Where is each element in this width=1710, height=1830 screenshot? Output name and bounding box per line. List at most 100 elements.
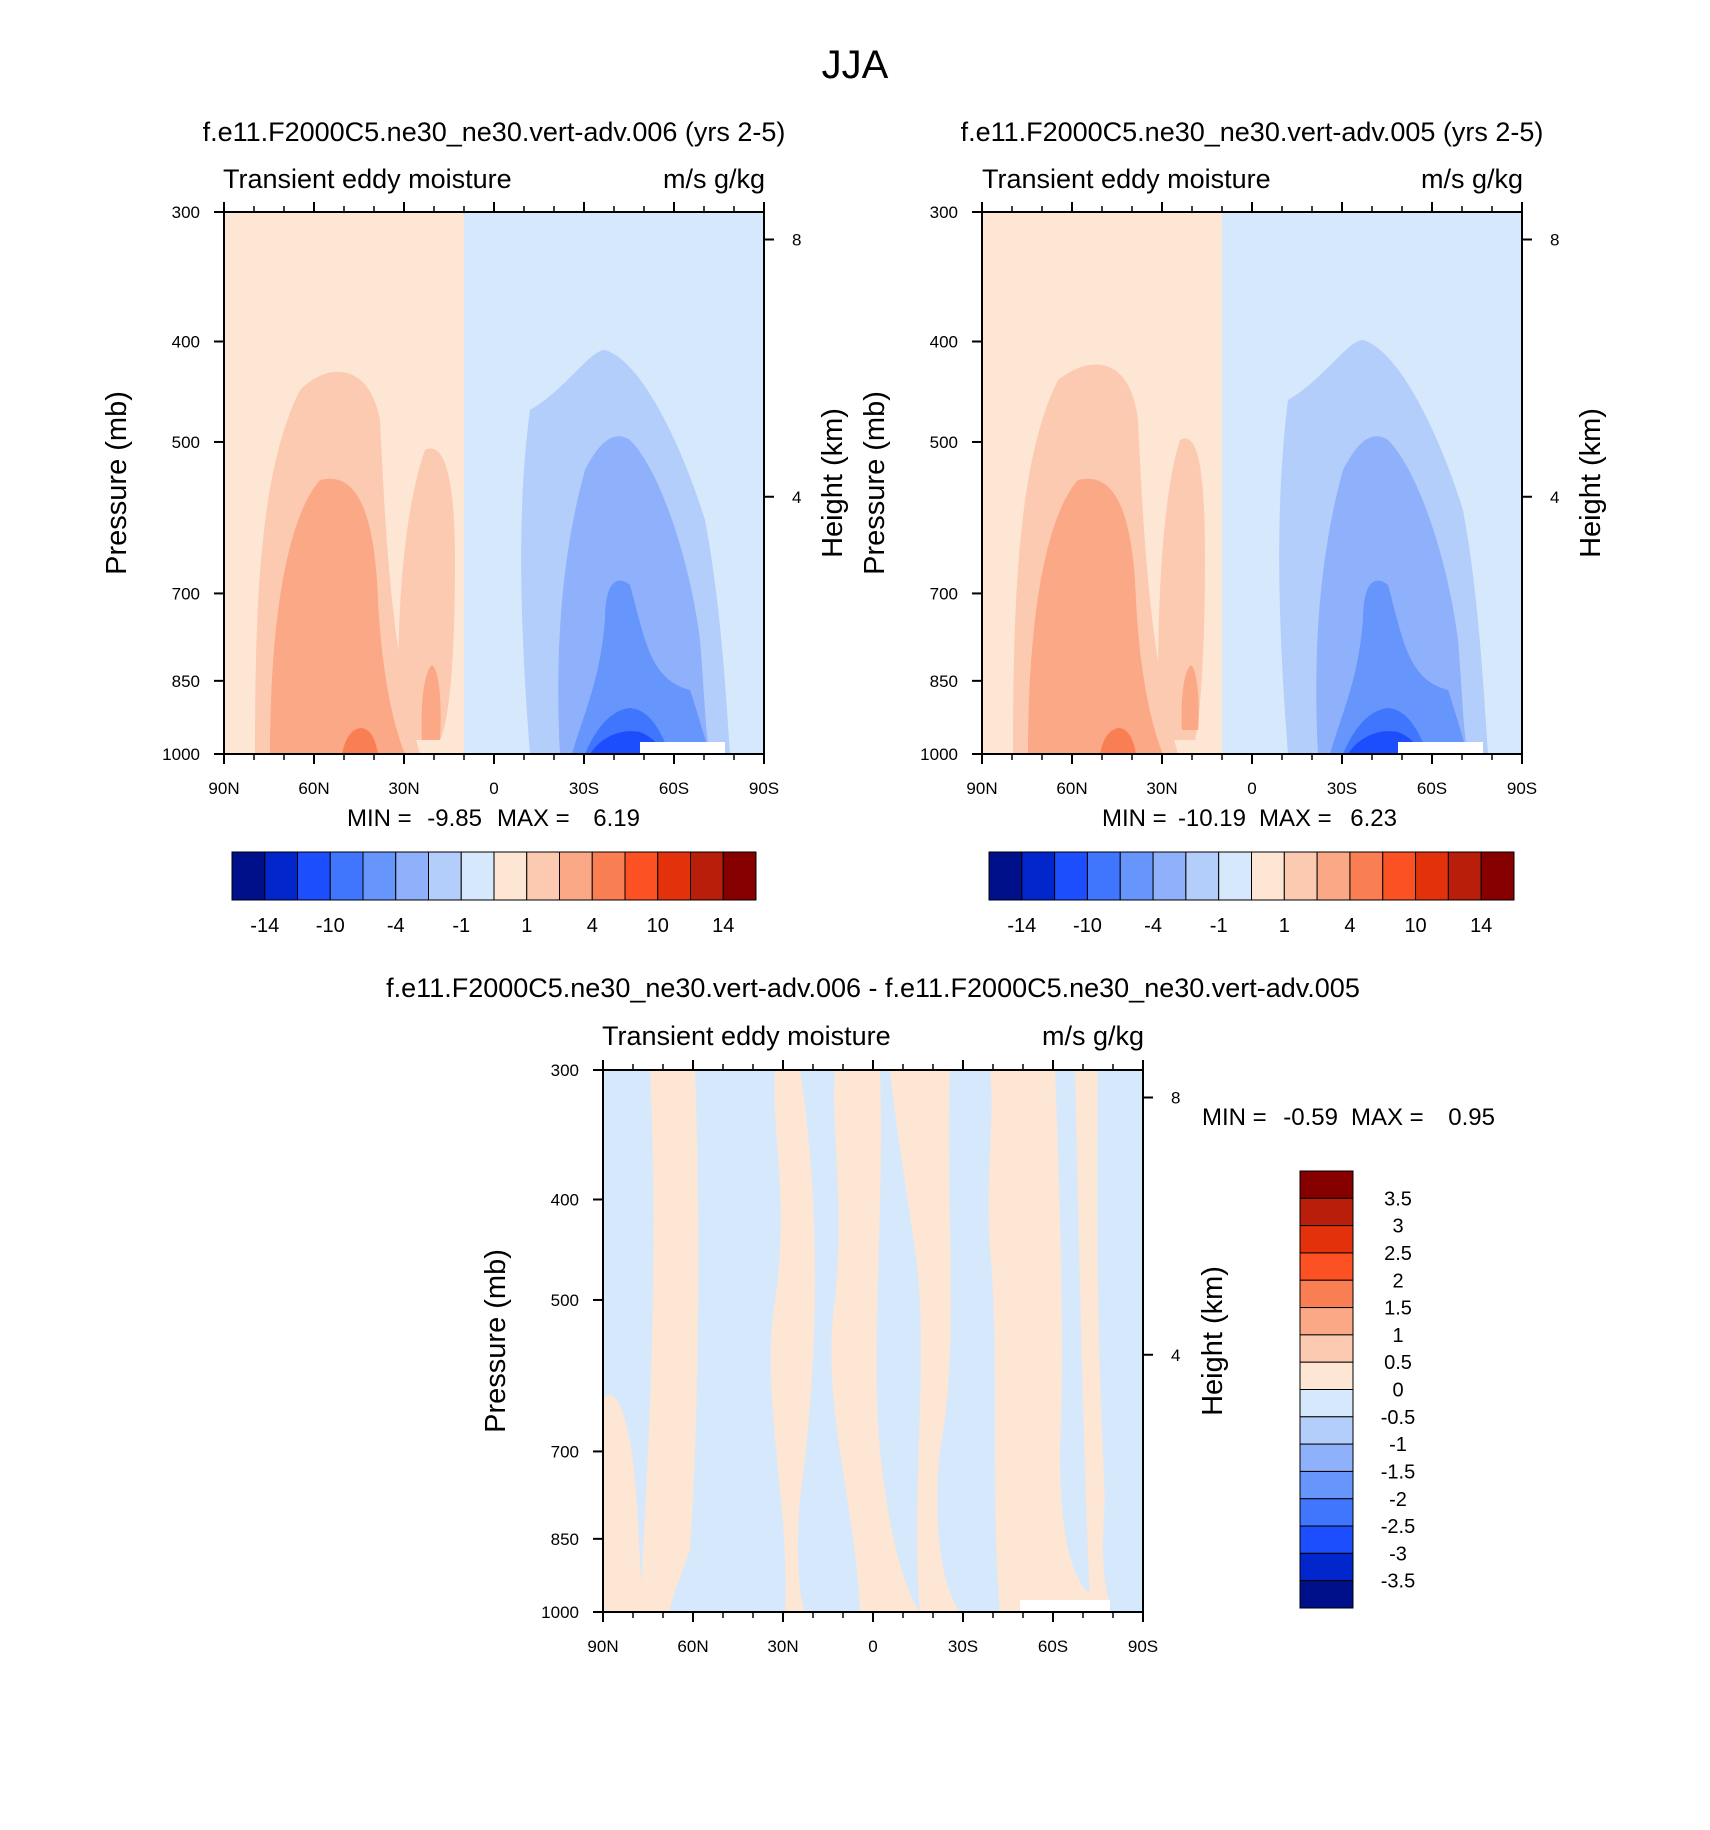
panel-006-colorbar-label: 1 <box>521 915 532 937</box>
panel-006-left-string: Transient eddy moisture <box>223 164 512 194</box>
panel-005-colorbar-box <box>1251 851 1285 901</box>
panel-006-xtick-label: 90S <box>749 779 779 798</box>
panel-006-ytick-label: 700 <box>172 584 200 603</box>
panel-diff-contour-pos-3 <box>831 1070 920 1612</box>
panel-006-xtick-label: 30N <box>388 779 419 798</box>
panel-diff-xtick-label: 90N <box>587 1637 618 1656</box>
panel-diff-ylabel: Pressure (mb) <box>480 1249 512 1433</box>
figure-title: JJA <box>822 43 889 87</box>
panel-005-colorbar-label: -4 <box>1144 915 1162 937</box>
panel-005-min-label: MIN = <box>1102 805 1167 832</box>
panel-006-colorbar-label: 14 <box>712 915 734 937</box>
panel-005-colorbar-box <box>1218 851 1252 901</box>
panel-005-xtick-label: 60N <box>1056 779 1087 798</box>
panel-006-ytick-label: 1000 <box>162 745 200 764</box>
panel-005-xtick-label: 30N <box>1146 779 1177 798</box>
panel-006-plot: 90N 60N 30N 0 30S 60S 90S 300 400 500 700 850 1000 8 4 <box>162 202 801 798</box>
panel-diff-ytick-label: 850 <box>551 1530 579 1549</box>
panel-006-xtick-label: 0 <box>489 779 498 798</box>
panel-006-max-label: MAX = <box>497 805 570 832</box>
panel-005-title: f.e11.F2000C5.ne30_ne30.vert-adv.005 (yr… <box>961 117 1544 147</box>
panel-005-colorbar-box <box>1283 851 1318 901</box>
panel-006-y2tick-label: 8 <box>792 231 801 250</box>
panel-diff-colorbar-label: -1.5 <box>1381 1461 1415 1483</box>
panel-diff-axes: 90N 60N 30N 0 30S 60S 90S 300 400 500 700 850 1000 8 4 <box>541 1060 1180 1656</box>
panel-005-xtick-label: 90S <box>1507 779 1537 798</box>
panel-006-colorbar-box <box>559 851 593 901</box>
panel-005-colorbar-box <box>1086 851 1121 901</box>
panel-diff-min-value: -0.59 <box>1283 1104 1338 1131</box>
panel-005-contour-neg-2 <box>1316 436 1468 754</box>
panel-diff: f.e11.F2000C5.ne30_ne30.vert-adv.006 - f… <box>386 973 1495 1656</box>
panel-006-missing-data <box>640 742 725 754</box>
panel-006-xtick-label: 30S <box>569 779 599 798</box>
panel-diff-xtick-label: 60N <box>677 1637 708 1656</box>
panel-005-plot: 90N 60N 30N 0 30S 60S 90S 300 400 500 700 850 1000 8 4 <box>920 202 1559 798</box>
panel-005-y2tick-label: 8 <box>1550 231 1559 250</box>
panel-006-ylabel: Pressure (mb) <box>101 391 133 575</box>
panel-006-stats: MIN = -9.85 MAX = 6.19 <box>347 805 640 832</box>
panel-005-colorbar-box <box>1382 851 1417 901</box>
panel-diff-y2tick-label: 8 <box>1171 1089 1180 1108</box>
panel-diff-ytick-label: 400 <box>551 1191 579 1210</box>
panel-006-title: f.e11.F2000C5.ne30_ne30.vert-adv.006 (yr… <box>203 117 786 147</box>
panel-diff-colorbar-box <box>1299 1552 1354 1582</box>
panel-005-right-string: m/s g/kg <box>1421 164 1523 194</box>
panel-diff-contour-pos-1 <box>640 1070 699 1612</box>
panel-diff-colorbar-label: 2 <box>1392 1270 1403 1292</box>
panel-diff-y2label: Height (km) <box>1197 1266 1229 1416</box>
panel-diff-colorbar-label: -0.5 <box>1381 1407 1415 1429</box>
panel-005-colorbar-label: -1 <box>1210 915 1228 937</box>
panel-diff-colorbar-label: 0 <box>1392 1380 1403 1402</box>
panel-diff-xtick-label: 30S <box>948 1637 978 1656</box>
panel-diff-colorbar-label: 1.5 <box>1384 1298 1412 1320</box>
panel-diff-colorbar-box <box>1299 1389 1354 1418</box>
panel-005-ytick-label: 500 <box>930 433 958 452</box>
panel-diff-colorbar-label: 2.5 <box>1384 1243 1412 1265</box>
panel-006-ytick-label: 500 <box>172 433 200 452</box>
panel-006-colorbar: -14 -10 -4 -1 1 4 10 14 <box>231 851 757 937</box>
panel-diff-colorbar-box <box>1299 1197 1354 1227</box>
panel-006-contour-pos-2 <box>270 478 405 754</box>
panel-006-max-value: 6.19 <box>593 805 640 832</box>
panel-006-colorbar-box <box>231 851 266 901</box>
panel-005-colorbar-label: -10 <box>1073 915 1102 937</box>
panel-005-colorbar-label: -14 <box>1007 915 1036 937</box>
panel-diff-colorbar-label: -1 <box>1389 1434 1407 1456</box>
panel-diff-missing-data <box>1020 1600 1110 1612</box>
panel-diff-colorbar-label: 3 <box>1392 1216 1403 1238</box>
panel-005-y2tick-label: 4 <box>1550 488 1559 507</box>
panel-006-colorbar-label: 10 <box>647 915 669 937</box>
panel-005-left-string: Transient eddy moisture <box>982 164 1271 194</box>
panel-005-contour-pos-2 <box>1028 478 1163 754</box>
panel-005-colorbar-label: 14 <box>1470 915 1492 937</box>
panel-diff-colorbar-box <box>1299 1252 1354 1281</box>
panel-diff-right-string: m/s g/kg <box>1042 1021 1144 1051</box>
panel-005-colorbar-label: 1 <box>1279 915 1290 937</box>
panel-diff-colorbar-label: -2 <box>1389 1489 1407 1511</box>
panel-005-contour-pos-2b <box>1181 665 1199 730</box>
panel-006-colorbar-label: -14 <box>250 915 279 937</box>
panel-006-right-string: m/s g/kg <box>663 164 765 194</box>
panel-diff-colorbar-box <box>1299 1416 1354 1445</box>
panel-diff-xtick-label: 60S <box>1038 1637 1068 1656</box>
panel-006-contour-neg-3 <box>572 580 710 754</box>
panel-diff-colorbar-label: 3.5 <box>1384 1188 1412 1210</box>
panel-006-colorbar-box <box>722 851 757 901</box>
panel-006-xtick-label: 60S <box>659 779 689 798</box>
panel-005-ytick-label: 300 <box>930 203 958 222</box>
panel-005-contour-pos-1b <box>1158 438 1205 740</box>
panel-006-contour-pos-2b <box>421 665 441 740</box>
panel-diff-colorbar-box <box>1299 1498 1354 1527</box>
panel-006-ytick-label: 850 <box>172 672 200 691</box>
panel-diff-xtick-label: 30N <box>767 1637 798 1656</box>
panel-006-min-label: MIN = <box>347 805 412 832</box>
panel-diff-max-value: 0.95 <box>1448 1104 1495 1131</box>
panel-005-colorbar-box <box>1185 851 1220 901</box>
panel-006-axes: 90N 60N 30N 0 30S 60S 90S 300 400 500 700 850 1000 8 4 <box>162 202 801 798</box>
panel-diff-colorbar-box <box>1299 1443 1354 1472</box>
panel-006-colorbar-box <box>297 851 331 901</box>
panel-005-xtick-label: 90N <box>966 779 997 798</box>
panel-diff-colorbar-box <box>1299 1279 1354 1309</box>
panel-006-y2label: Height (km) <box>817 408 849 558</box>
